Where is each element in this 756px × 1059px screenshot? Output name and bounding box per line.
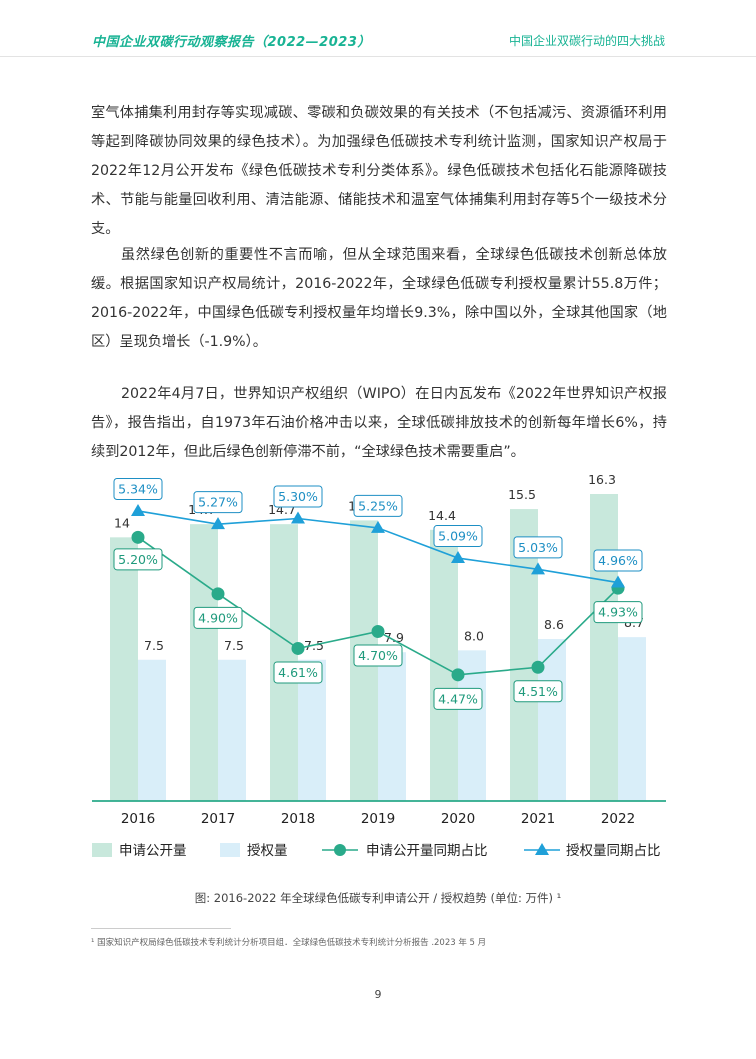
application-ratio-label-2018: 4.61% [278,665,318,680]
point-grant-ratio-2018 [291,511,305,524]
application-ratio-label-2019: 4.70% [358,648,398,663]
application-ratio-label-2020-box [433,687,483,710]
bar-grant-label-2019: 7.9 [384,630,404,645]
point-grant-ratio-2019 [371,520,385,533]
bar-grant-label-2021: 8.6 [544,617,564,632]
bar-grant-2016 [138,659,166,801]
point-grant-ratio-2021 [531,562,545,575]
point-application-ratio-2019 [371,625,385,638]
application-ratio-label-2016: 5.20% [118,552,158,567]
figure-caption: 图: 2016-2022 年全球绿色低碳专利申请公开 / 授权趋势 (单位: 万… [194,891,562,905]
legend-label-application-ratio: 申请公开量同期占比 [366,843,488,859]
x-tick-label-2021: 2021 [521,811,555,827]
legend-swatch-grant [220,843,240,857]
grant-ratio-label-2022: 4.96% [598,553,638,568]
grant-ratio-label-2017: 5.27% [198,495,238,510]
application-ratio-label-2022-box [593,601,643,624]
x-tick-label-2017: 2017 [201,811,235,827]
application-ratio-label-2019-box [353,644,403,667]
x-tick-label-2016: 2016 [121,811,155,827]
application-ratio-label-2021-box [513,680,563,703]
grant-ratio-label-2018: 5.30% [278,489,318,504]
application-ratio-label-2022: 4.93% [598,605,638,620]
point-application-ratio-2016 [131,530,145,544]
grant-ratio-label-2021-box [513,536,563,559]
application-ratio-label-2018-box [273,661,323,684]
bar-grant-label-2020: 8.0 [464,628,484,643]
grant-ratio-label-2016: 5.34% [118,481,158,496]
point-grant-ratio-2016 [131,503,145,516]
bar-grant-2019 [378,652,406,801]
page-number: 9 [374,988,382,1001]
grant-ratio-label-2017-box [193,491,243,514]
application-ratio-label-2020: 4.47% [438,691,478,706]
application-ratio-label-2017: 4.90% [198,610,238,625]
bar-application-2017 [190,524,218,801]
grant-ratio-label-2020-box [433,525,483,548]
point-grant-ratio-2020 [451,551,465,564]
chapter-title: 中国企业双碳行动的四大挑战 [508,34,665,48]
bar-grant-label-2017: 7.5 [224,638,244,653]
grant-ratio-label-2016-box [113,477,163,500]
legend-label-application: 申请公开量 [119,843,187,859]
grant-ratio-label-2018-box [273,485,323,508]
paragraph-2: 虽然绿色创新的重要性不言而喻，但从全球范围来看，全球绿色低碳技术创新总体放缓。根… [91,247,667,350]
report-title: 中国企业双碳行动观察报告（2022—2023） [92,35,371,50]
point-grant-ratio-2022 [611,575,625,588]
legend-marker-grant-ratio [535,843,549,855]
point-grant-ratio-2017 [211,517,225,530]
bar-application-2022 [590,494,618,801]
point-application-ratio-2018 [291,641,305,655]
application-ratio-label-2021: 4.51% [518,684,558,699]
bar-application-label-2016: 14 [114,515,130,530]
legend-swatch-application [92,843,112,857]
footnote: ¹ 国家知识产权局绿色低碳技术专利统计分析项目组．全球绿色低碳技术专利统计分析报… [91,938,487,948]
bar-grant-2017 [218,659,246,801]
bar-grant-2022 [618,637,646,801]
x-tick-label-2020: 2020 [441,811,475,827]
grant-ratio-label-2019-box [353,494,403,517]
legend-label-grant: 授权量 [247,842,288,859]
bar-application-2020 [430,529,458,801]
bar-application-label-2021: 15.5 [508,487,536,502]
x-tick-label-2018: 2018 [281,811,315,827]
point-application-ratio-2020 [451,668,465,682]
point-application-ratio-2017 [211,587,225,601]
x-tick-label-2022: 2022 [601,811,635,827]
grant-ratio-label-2022-box [593,549,643,572]
paragraph-1: 室气体捕集利用封存等实现减碳、零碳和负碳效果的有关技术（不包括减污、资源循环利用… [91,105,667,237]
legend-label-grant-ratio: 授权量同期占比 [566,842,661,859]
point-application-ratio-2021 [531,660,545,674]
bar-grant-label-2016: 7.5 [144,638,164,653]
application-ratio-label-2017-box [193,606,243,629]
bar-application-label-2022: 16.3 [588,472,616,487]
paragraph-3: 2022年4月7日，世界知识产权组织（WIPO）在日内瓦发布《2022年世界知识… [91,386,667,460]
grant-ratio-label-2020: 5.09% [438,529,478,544]
bar-application-label-2020: 14.4 [428,508,456,523]
x-tick-label-2019: 2019 [361,811,395,827]
footnote-divider [91,928,231,929]
application-ratio-label-2016-box [113,548,163,571]
page-header: 中国企业双碳行动观察报告（2022—2023） 中国企业双碳行动的四大挑战 [0,0,756,57]
bar-application-2016 [110,537,138,801]
patent-trend-chart: 147.514.77.514.77.514.97.914.48.015.58.6… [92,472,666,859]
grant-ratio-label-2021: 5.03% [518,540,558,555]
legend-marker-application-ratio [334,844,346,856]
grant-ratio-label-2019: 5.25% [358,498,398,513]
